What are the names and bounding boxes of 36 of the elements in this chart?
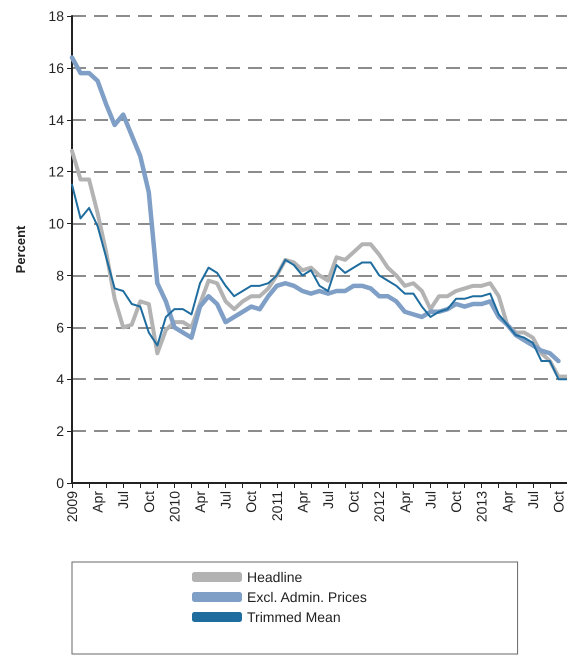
y-tick-label: 8 [56,267,64,284]
legend-label: Trimmed Mean [247,609,341,625]
y-tick-label: 18 [48,8,64,24]
x-tick-label: Apr [499,490,516,513]
line-series [70,55,561,364]
y-tick-label: 6 [56,319,64,336]
x-tick-label: Apr [396,490,413,513]
x-tick-label: Jul [320,491,336,509]
x-tick-label: 2010 [166,490,182,522]
legend-label: Headline [247,569,302,585]
x-tick-label: Jul [524,491,541,509]
x-tick-label: Jul [218,491,234,509]
x-tick-label: Oct [346,490,362,513]
x-tick-label: 2012 [371,490,388,522]
y-axis-title: Percent [13,224,28,274]
y-tick-label: 14 [48,112,64,128]
x-tick-label: Oct [550,490,566,513]
x-tick-label: Oct [243,490,260,513]
y-tick-label: 2 [56,423,64,440]
y-tick-label: 4 [56,371,64,388]
x-tick-label: 2009 [64,490,80,522]
y-tick-label: 12 [48,164,64,180]
x-tick-label: Jul [422,491,438,509]
x-tick-label: Oct [140,490,157,513]
x-tick-label: Jul [115,491,132,509]
y-tick-label: 0 [56,475,64,491]
x-tick-label: Apr [90,490,106,513]
x-tick-label: Oct [448,490,464,513]
line-series [71,184,567,380]
legend-label: Excl. Admin. Prices [247,589,367,605]
x-tick-label: 2011 [268,490,285,522]
y-tick-label: 10 [48,216,64,232]
x-tick-label: Apr [294,490,310,513]
y-tick-label: 16 [48,60,64,76]
x-tick-label: 2013 [474,490,490,522]
x-tick-label: Apr [192,490,208,513]
